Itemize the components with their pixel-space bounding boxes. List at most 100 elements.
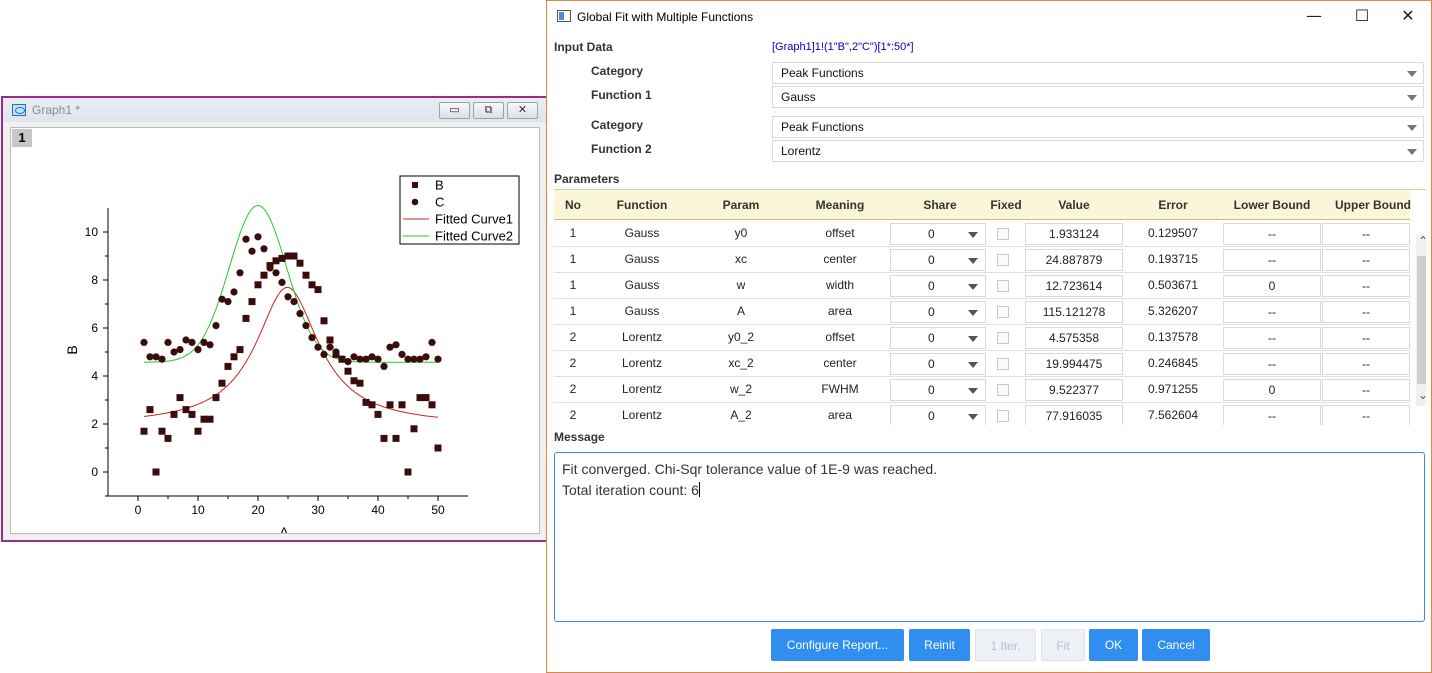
- graph-page[interactable]: 1 0 10 20 30 40 50 0 2 4 6 8 10 A B B C Fitted Curve1 Fit…: [10, 127, 540, 534]
- data-point-b: [230, 353, 238, 361]
- upper-bound-field[interactable]: --: [1322, 379, 1410, 401]
- share-combo[interactable]: 0: [890, 327, 986, 349]
- fixed-checkbox[interactable]: [997, 228, 1009, 240]
- data-point-b: [212, 394, 220, 402]
- cell-error: 0.193715: [1147, 252, 1199, 266]
- upper-bound-field[interactable]: --: [1322, 249, 1410, 271]
- table-scrollbar[interactable]: ⌃ ⌄: [1416, 234, 1426, 406]
- lower-bound-field[interactable]: --: [1223, 223, 1321, 245]
- value-field[interactable]: 77.916035: [1025, 405, 1123, 425]
- upper-bound-field[interactable]: --: [1322, 353, 1410, 375]
- column-header-no: No: [565, 198, 581, 212]
- upper-bound-field[interactable]: --: [1322, 327, 1410, 349]
- y-tick-label: 8: [91, 273, 98, 287]
- configure-report-button[interactable]: Configure Report...: [771, 629, 904, 661]
- function1-combo[interactable]: Gauss: [772, 86, 1424, 108]
- lower-bound-field[interactable]: --: [1223, 353, 1321, 375]
- dialog-titlebar[interactable]: Global Fit with Multiple Functions — ☐ ✕: [547, 1, 1431, 33]
- table-row[interactable]: 1 Gauss w width 0 12.723614 0.503671 0 --: [554, 273, 1410, 299]
- dialog-minimize-button[interactable]: —: [1291, 5, 1337, 29]
- data-point-c: [230, 288, 238, 296]
- table-row[interactable]: 1 Gauss xc center 0 24.887879 0.193715 -- --: [554, 247, 1410, 273]
- fixed-checkbox[interactable]: [997, 358, 1009, 370]
- data-point-c: [350, 353, 358, 361]
- graph-close-button[interactable]: ✕: [507, 102, 538, 119]
- cell-error: 0.503671: [1147, 278, 1199, 292]
- value-field[interactable]: 9.522377: [1025, 379, 1123, 401]
- value-field[interactable]: 115.121278: [1025, 301, 1123, 323]
- dialog-close-button[interactable]: ✕: [1385, 5, 1431, 29]
- share-combo[interactable]: 0: [890, 275, 986, 297]
- graph-window[interactable]: Graph1 * ▭ ⧉ ✕ 1 0 10 20 30 40 50 0 2 4 6 8 10 A B B C F…: [1, 96, 548, 542]
- lower-bound-field[interactable]: --: [1223, 405, 1321, 425]
- graph-restore-button[interactable]: ⧉: [473, 102, 504, 119]
- fixed-checkbox[interactable]: [997, 306, 1009, 318]
- category2-combo[interactable]: Peak Functions: [772, 116, 1424, 138]
- message-textarea[interactable]: Fit converged. Chi-Sqr tolerance value o…: [554, 452, 1425, 622]
- dialog-maximize-button[interactable]: ☐: [1339, 5, 1385, 29]
- global-fit-dialog[interactable]: Global Fit with Multiple Functions — ☐ ✕…: [546, 0, 1432, 673]
- fixed-checkbox[interactable]: [997, 332, 1009, 344]
- share-combo[interactable]: 0: [890, 379, 986, 401]
- data-point-b: [206, 415, 214, 423]
- share-combo[interactable]: 0: [890, 353, 986, 375]
- share-combo[interactable]: 0: [890, 223, 986, 245]
- cell-function: Gauss: [624, 252, 660, 266]
- lower-bound-field[interactable]: 0: [1223, 379, 1321, 401]
- scrollbar-thumb[interactable]: [1417, 256, 1426, 384]
- fixed-checkbox[interactable]: [997, 410, 1009, 422]
- table-row[interactable]: 2 Lorentz A_2 area 0 77.916035 7.562604 -- --: [554, 403, 1410, 425]
- value-field[interactable]: 19.994475: [1025, 353, 1123, 375]
- graph-titlebar[interactable]: Graph1 * ▭ ⧉ ✕: [3, 98, 546, 122]
- reinit-button[interactable]: Reinit: [909, 629, 970, 661]
- scroll-down-icon[interactable]: ⌄: [1418, 388, 1426, 402]
- cancel-button[interactable]: Cancel: [1142, 629, 1210, 661]
- cell-meaning: center: [823, 252, 857, 266]
- fixed-checkbox[interactable]: [997, 384, 1009, 396]
- value-field[interactable]: 24.887879: [1025, 249, 1123, 271]
- table-row[interactable]: 1 Gauss y0 offset 0 1.933124 0.129507 -- --: [554, 221, 1410, 247]
- data-point-b: [158, 427, 166, 435]
- cell-no: 1: [569, 304, 577, 318]
- cell-param: xc: [735, 252, 747, 266]
- lower-bound-field[interactable]: --: [1223, 249, 1321, 271]
- table-row[interactable]: 2 Lorentz xc_2 center 0 19.994475 0.246845 -- --: [554, 351, 1410, 377]
- value-field[interactable]: 1.933124: [1025, 223, 1123, 245]
- ok-button[interactable]: OK: [1089, 629, 1138, 661]
- x-tick-label: 0: [135, 503, 142, 517]
- data-point-b: [398, 401, 406, 409]
- upper-bound-field[interactable]: --: [1322, 405, 1410, 425]
- parameters-table[interactable]: No Function Param Meaning Share Fixed Va…: [554, 189, 1426, 425]
- fixed-checkbox[interactable]: [997, 254, 1009, 266]
- fit-button[interactable]: Fit: [1041, 629, 1085, 661]
- scroll-up-icon[interactable]: ⌃: [1418, 234, 1426, 248]
- column-header-lower-bound: Lower Bound: [1233, 198, 1311, 212]
- share-combo[interactable]: 0: [890, 405, 986, 425]
- table-row[interactable]: 2 Lorentz y0_2 offset 0 4.575358 0.137578 -- --: [554, 325, 1410, 351]
- lower-bound-field[interactable]: --: [1223, 327, 1321, 349]
- upper-bound-field[interactable]: --: [1322, 301, 1410, 323]
- data-point-c: [434, 355, 442, 363]
- one-iteration-button[interactable]: 1 Iter.: [975, 629, 1036, 661]
- share-combo[interactable]: 0: [890, 301, 986, 323]
- share-value: 0: [928, 227, 935, 241]
- value-field[interactable]: 4.575358: [1025, 327, 1123, 349]
- upper-bound-field[interactable]: --: [1322, 223, 1410, 245]
- upper-bound-field[interactable]: --: [1322, 275, 1410, 297]
- value-field[interactable]: 12.723614: [1025, 275, 1123, 297]
- function2-combo[interactable]: Lorentz: [772, 140, 1424, 162]
- table-row[interactable]: 2 Lorentz w_2 FWHM 0 9.522377 0.971255 0 --: [554, 377, 1410, 403]
- category1-combo[interactable]: Peak Functions: [772, 62, 1424, 84]
- graph-minimize-button[interactable]: ▭: [439, 102, 470, 119]
- category2-value: Peak Functions: [781, 120, 864, 134]
- share-combo[interactable]: 0: [890, 249, 986, 271]
- data-point-c: [278, 278, 286, 286]
- lower-bound-field[interactable]: 0: [1223, 275, 1321, 297]
- data-point-b: [380, 434, 388, 442]
- lower-bound-field[interactable]: --: [1223, 301, 1321, 323]
- fixed-checkbox[interactable]: [997, 280, 1009, 292]
- layer-tab[interactable]: 1: [12, 129, 32, 147]
- input-data-value[interactable]: [Graph1]1!(1"B",2"C")[1*:50*]: [772, 41, 914, 53]
